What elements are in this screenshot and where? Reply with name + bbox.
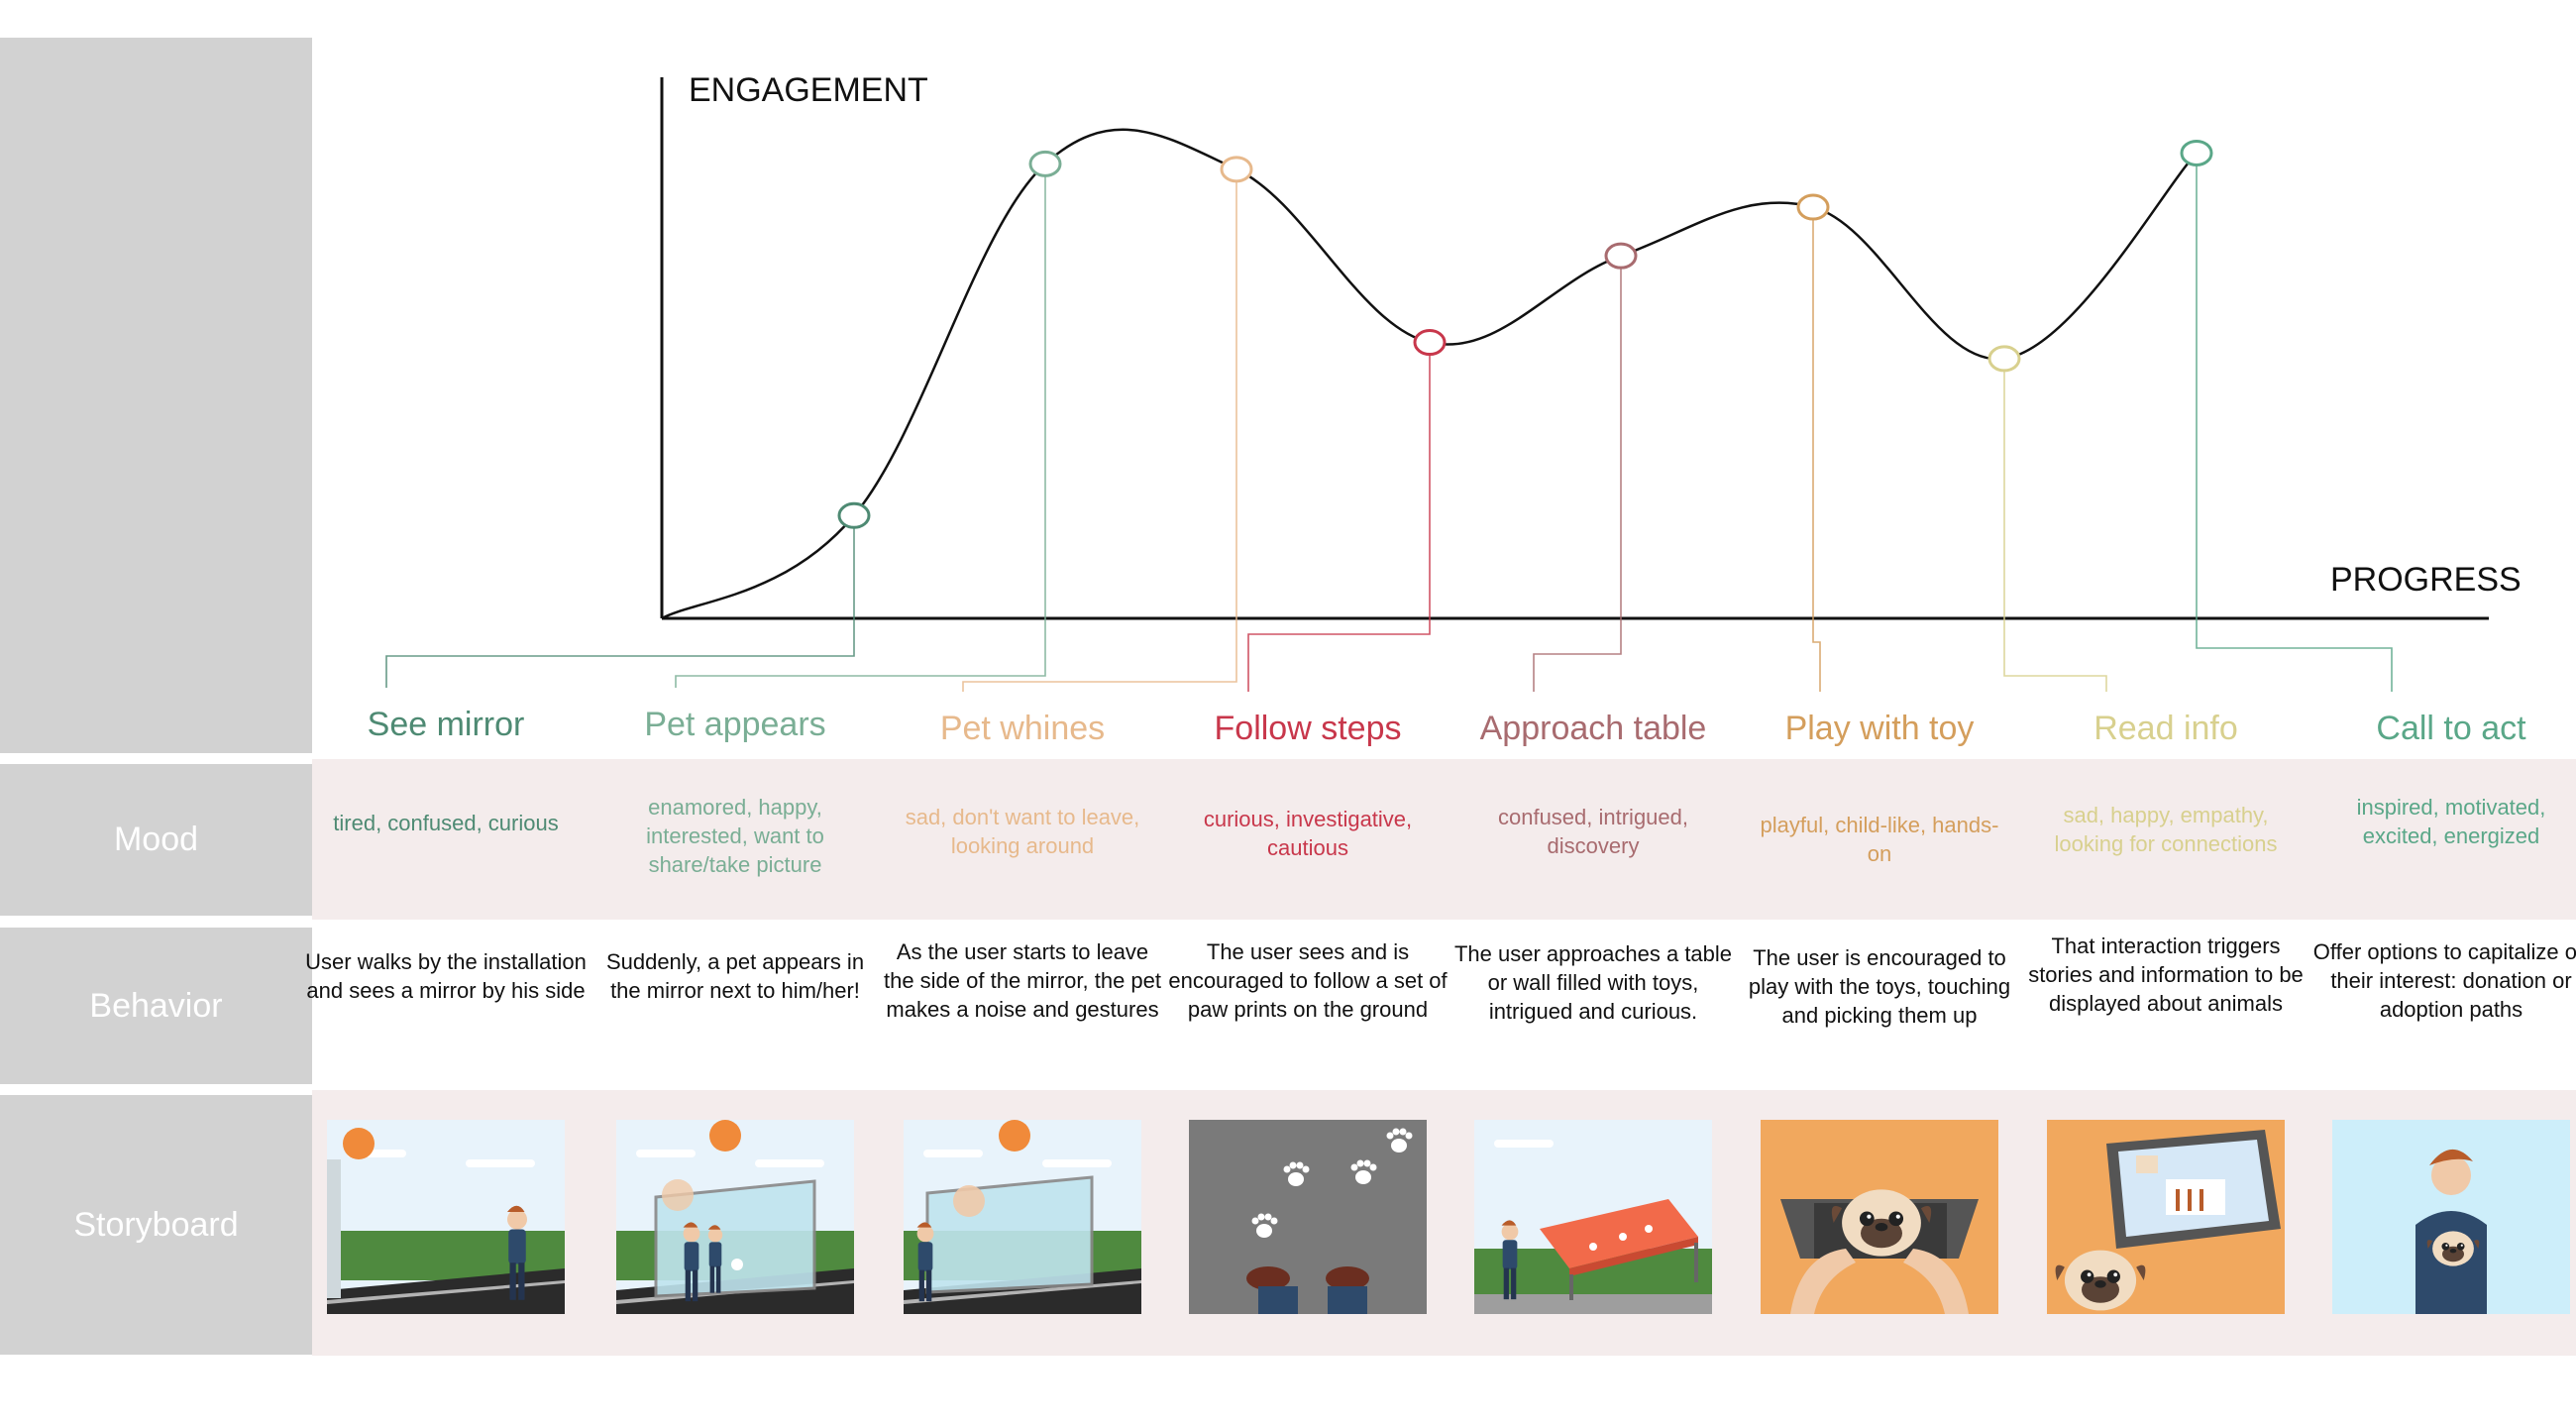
connector-line bbox=[1247, 342, 1431, 692]
storyboard-illustration bbox=[904, 1120, 1141, 1314]
storyboard-frame-pet-in-mirror bbox=[616, 1120, 854, 1314]
connector-line bbox=[1533, 256, 1622, 692]
engagement-point bbox=[1796, 193, 1830, 221]
storyboard-frame-playing-pug bbox=[1761, 1120, 1998, 1314]
engagement-point bbox=[837, 501, 871, 529]
stage-title: See mirror bbox=[367, 706, 525, 743]
stage-title: Pet appears bbox=[644, 706, 826, 743]
engagement-point bbox=[1604, 242, 1638, 270]
stage-behavior: As the user starts to leave the side of … bbox=[883, 939, 1162, 1022]
connector-line bbox=[385, 515, 855, 688]
stage-mood: sad, don't want to leave, looking around bbox=[905, 805, 1140, 858]
pug-icon bbox=[1831, 1189, 1932, 1257]
y-axis-label: ENGAGEMENT bbox=[689, 71, 928, 109]
stage-behavior: That interaction triggers stories and in… bbox=[2028, 933, 2304, 1016]
stage-title: Call to act bbox=[2376, 710, 2526, 747]
pug-icon bbox=[2426, 1231, 2480, 1266]
stage-title: Follow steps bbox=[1214, 710, 1402, 747]
storyboard-illustration bbox=[2332, 1120, 2570, 1314]
connector-line bbox=[2003, 358, 2107, 692]
storyboard-frame-tablet-pug bbox=[2047, 1120, 2285, 1314]
storyboard-illustration bbox=[2047, 1120, 2285, 1314]
stage-title: Pet whines bbox=[939, 710, 1106, 747]
header-blank-panel bbox=[0, 38, 312, 753]
storyboard-illustration bbox=[616, 1120, 854, 1314]
stage-title: Read info bbox=[2093, 710, 2238, 747]
stage-behavior: User walks by the installation and sees … bbox=[305, 949, 587, 1003]
stage-title: Approach table bbox=[1479, 710, 1707, 747]
storyboard-illustration bbox=[1761, 1120, 1998, 1314]
storyboard-frame-paw-prints bbox=[1189, 1120, 1427, 1314]
storyboard-illustration bbox=[327, 1120, 565, 1314]
stage-title: Play with toy bbox=[1784, 710, 1975, 747]
stage-mood: enamored, happy, interested, want to sha… bbox=[646, 795, 824, 877]
stage-mood: confused, intrigued, discovery bbox=[1497, 805, 1689, 858]
person-figure bbox=[707, 1225, 723, 1293]
x-axis-label: PROGRESS bbox=[2330, 561, 2522, 599]
storyboard-illustration bbox=[1189, 1120, 1427, 1314]
connector-line bbox=[675, 164, 1046, 688]
person-figure bbox=[1501, 1220, 1519, 1300]
engagement-point bbox=[1028, 150, 1062, 177]
mood-band bbox=[312, 759, 2576, 920]
person-figure bbox=[683, 1222, 700, 1302]
storyboard-frame-man-with-pug bbox=[2332, 1120, 2570, 1314]
engagement-point bbox=[2180, 139, 2213, 166]
stage-mood: tired, confused, curious bbox=[333, 811, 559, 835]
stage-mood: inspired, motivated, excited, energized bbox=[2356, 795, 2546, 848]
stage-behavior: Suddenly, a pet appears in the mirror ne… bbox=[605, 949, 865, 1003]
pug-icon bbox=[2055, 1250, 2146, 1311]
storyboard-frame-leaving-mirror bbox=[904, 1120, 1141, 1314]
storyboard-frame-mirror bbox=[327, 1120, 565, 1314]
engagement-point bbox=[1987, 345, 2021, 373]
engagement-point bbox=[1220, 156, 1253, 183]
storyboard-illustration bbox=[1474, 1120, 1712, 1314]
person-figure bbox=[507, 1205, 527, 1300]
stage-mood: sad, happy, empathy, looking for connect… bbox=[2054, 803, 2278, 856]
stage-behavior: The user approaches a table or wall fill… bbox=[1453, 941, 1733, 1024]
connector-line bbox=[962, 168, 1237, 692]
stage-behavior: The user is encouraged to play with the … bbox=[1748, 945, 2011, 1028]
connector-line bbox=[1812, 207, 1821, 692]
stage-behavior: Offer options to capitalize on their int… bbox=[2312, 939, 2576, 1022]
connector-line bbox=[2196, 153, 2393, 692]
stage-mood: curious, investigative, cautious bbox=[1203, 807, 1413, 860]
stage-behavior: The user sees and is encouraged to follo… bbox=[1168, 939, 1448, 1022]
storyboard-frame-toy-table bbox=[1474, 1120, 1712, 1314]
engagement-chart bbox=[385, 77, 2489, 692]
row-label-behavior: Behavior bbox=[0, 928, 312, 1084]
row-label-mood: Mood bbox=[0, 764, 312, 916]
row-label-storyboard: Storyboard bbox=[0, 1095, 312, 1355]
stage-mood: playful, child-like, hands-on bbox=[1760, 813, 1999, 866]
person-figure bbox=[916, 1222, 934, 1302]
engagement-point bbox=[1413, 329, 1447, 357]
